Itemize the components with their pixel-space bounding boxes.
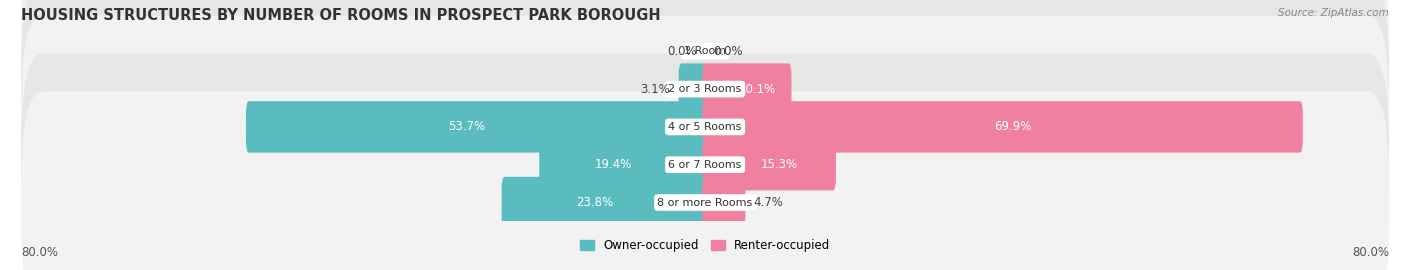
- FancyBboxPatch shape: [21, 53, 1389, 270]
- FancyBboxPatch shape: [679, 63, 709, 115]
- Text: 69.9%: 69.9%: [994, 120, 1031, 133]
- Text: 4.7%: 4.7%: [754, 196, 783, 209]
- Text: 80.0%: 80.0%: [21, 246, 58, 259]
- FancyBboxPatch shape: [702, 101, 1303, 153]
- Legend: Owner-occupied, Renter-occupied: Owner-occupied, Renter-occupied: [575, 235, 835, 257]
- FancyBboxPatch shape: [702, 177, 745, 228]
- Text: 3.1%: 3.1%: [640, 83, 671, 96]
- Text: 2 or 3 Rooms: 2 or 3 Rooms: [668, 84, 742, 94]
- FancyBboxPatch shape: [702, 139, 837, 190]
- Text: 10.1%: 10.1%: [738, 83, 776, 96]
- Text: Source: ZipAtlas.com: Source: ZipAtlas.com: [1278, 8, 1389, 18]
- Text: 1 Room: 1 Room: [685, 46, 725, 56]
- FancyBboxPatch shape: [21, 0, 1389, 163]
- Text: HOUSING STRUCTURES BY NUMBER OF ROOMS IN PROSPECT PARK BOROUGH: HOUSING STRUCTURES BY NUMBER OF ROOMS IN…: [21, 8, 661, 23]
- FancyBboxPatch shape: [21, 16, 1389, 238]
- FancyBboxPatch shape: [21, 91, 1389, 270]
- FancyBboxPatch shape: [502, 177, 709, 228]
- Text: 80.0%: 80.0%: [1353, 246, 1389, 259]
- FancyBboxPatch shape: [702, 63, 792, 115]
- FancyBboxPatch shape: [540, 139, 709, 190]
- Text: 8 or more Rooms: 8 or more Rooms: [658, 197, 752, 208]
- FancyBboxPatch shape: [21, 0, 1389, 200]
- Text: 53.7%: 53.7%: [449, 120, 485, 133]
- Text: 4 or 5 Rooms: 4 or 5 Rooms: [668, 122, 742, 132]
- Text: 0.0%: 0.0%: [666, 45, 696, 58]
- Text: 19.4%: 19.4%: [595, 158, 633, 171]
- Text: 0.0%: 0.0%: [714, 45, 744, 58]
- Text: 23.8%: 23.8%: [576, 196, 613, 209]
- Text: 6 or 7 Rooms: 6 or 7 Rooms: [668, 160, 742, 170]
- Text: 15.3%: 15.3%: [761, 158, 797, 171]
- FancyBboxPatch shape: [246, 101, 709, 153]
